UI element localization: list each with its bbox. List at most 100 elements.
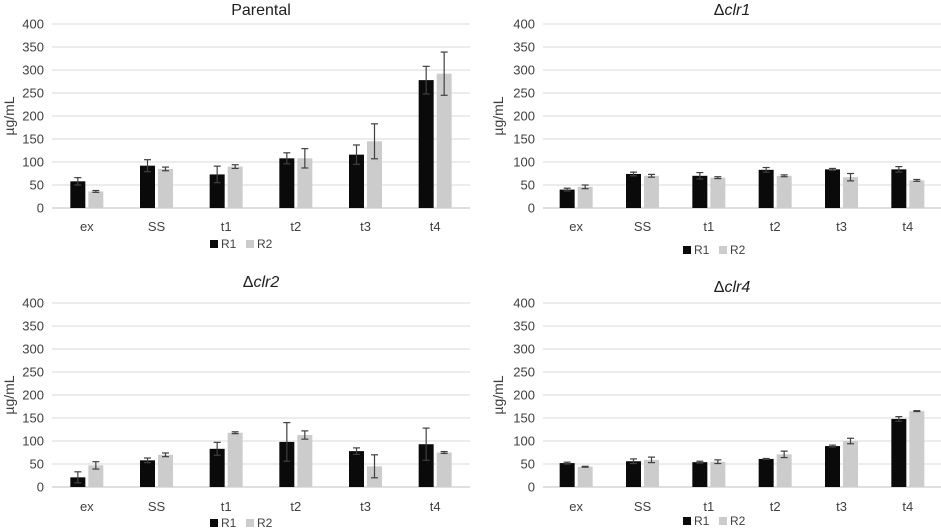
bar-r2-ss: [158, 168, 173, 208]
y-axis-label: µg/mL: [490, 96, 506, 135]
bar-r1-t2: [758, 458, 774, 487]
y-tick-label: 100: [22, 434, 44, 449]
y-tick-label: 250: [22, 86, 44, 101]
bar-r2-t1: [227, 432, 243, 487]
bar-r2-t4: [436, 452, 452, 487]
bar-r1-ex: [70, 181, 86, 208]
chart-panel-2: 0 50 100 150 200 250 300 350 400 µg/mL Δclr1 ex SS t1…: [490, 2, 941, 257]
y-tick-label: 0: [37, 480, 44, 495]
chart-title-text: clr2: [253, 274, 279, 291]
y-axis-label: µg/mL: [1, 96, 17, 135]
legend-label-r1: R1: [221, 516, 237, 530]
x-tick-label: SS: [148, 499, 166, 514]
y-tick-label: 0: [37, 201, 44, 216]
x-tick-label: t3: [360, 219, 371, 234]
y-tick-label: 300: [22, 342, 44, 357]
legend-label-r2: R2: [257, 516, 273, 530]
bar-r2-ss: [644, 175, 659, 208]
x-tick-label: t2: [770, 499, 781, 514]
bar-r2-ex: [88, 191, 104, 208]
legend: R1 R2: [210, 516, 273, 530]
x-tick-label: t1: [221, 219, 232, 234]
x-tick-label: ex: [569, 499, 583, 514]
y-tick-label: 150: [513, 132, 535, 147]
y-tick-label: 200: [513, 388, 535, 403]
bar-r2-t4: [436, 73, 452, 209]
chart-title: Δclr1: [714, 2, 750, 19]
legend-swatch-r1: [210, 240, 218, 248]
bar-r2-t4: [909, 411, 925, 487]
bar-r1-t4: [418, 80, 434, 208]
bar-r1-ss: [626, 173, 641, 208]
y-tick-label: 100: [513, 155, 535, 170]
bar-r1-ss: [140, 165, 155, 208]
bar-r2-ss: [158, 454, 173, 487]
chart-title: Δclr2: [243, 274, 280, 291]
bar-r1-t1: [692, 175, 708, 208]
y-tick-label: 0: [528, 480, 535, 495]
legend: R1 R2: [683, 514, 746, 528]
y-tick-label: 350: [513, 40, 535, 55]
chart-title-prefix: Δ: [714, 279, 725, 296]
y-tick-label: 0: [528, 201, 535, 216]
y-tick-label: 400: [22, 17, 44, 32]
chart-title-text: clr4: [724, 279, 750, 296]
y-axis-label: µg/mL: [1, 375, 17, 414]
chart-title-prefix: Δ: [714, 2, 725, 19]
bar-r2-t1: [710, 461, 726, 487]
legend: R1 R2: [210, 237, 273, 251]
x-tick-label: t3: [836, 499, 847, 514]
x-tick-label: t3: [360, 499, 371, 514]
legend-label-r2: R2: [257, 237, 273, 251]
y-tick-label: 100: [22, 155, 44, 170]
y-tick-label: 250: [513, 86, 535, 101]
x-tick-label: t3: [836, 219, 847, 234]
x-tick-label: t4: [902, 499, 913, 514]
bar-r1-t2: [279, 441, 295, 487]
bar-r1-t1: [209, 174, 225, 208]
x-tick-label: t2: [290, 219, 301, 234]
x-tick-label: SS: [148, 219, 166, 234]
bar-r2-t2: [776, 454, 792, 487]
bar-r2-ss: [644, 459, 659, 487]
bar-r2-t3: [367, 141, 382, 208]
y-tick-label: 200: [513, 109, 535, 124]
x-tick-label: SS: [634, 219, 652, 234]
y-tick-label: 150: [22, 132, 44, 147]
bar-r2-ex: [88, 465, 104, 487]
x-tick-label: ex: [569, 219, 583, 234]
legend-swatch-r2: [246, 240, 254, 248]
y-tick-label: 300: [513, 342, 535, 357]
y-tick-label: 50: [521, 457, 535, 472]
legend-swatch-r1: [683, 517, 691, 525]
y-tick-label: 350: [22, 40, 44, 55]
chart-panel-4: 0 50 100 150 200 250 300 350 400 µg/mL Δclr4 ex SS t1…: [490, 279, 941, 528]
legend-label-r1: R1: [694, 243, 710, 257]
bar-r2-t1: [227, 166, 243, 208]
x-tick-label: t4: [430, 499, 441, 514]
x-tick-label: t1: [703, 499, 714, 514]
bar-r2-t3: [843, 177, 858, 208]
y-tick-label: 300: [513, 63, 535, 78]
chart-title: Δclr4: [714, 279, 751, 296]
bar-r1-t3: [349, 451, 364, 487]
bar-r1-t2: [758, 169, 774, 208]
legend-swatch-r1: [210, 519, 218, 527]
y-tick-label: 200: [22, 388, 44, 403]
y-tick-label: 150: [513, 411, 535, 426]
bar-r1-t2: [279, 158, 295, 208]
bar-r2-t2: [297, 435, 313, 487]
chart-title-text: Parental: [231, 2, 291, 19]
bar-r1-t4: [891, 169, 907, 208]
bar-r1-t1: [209, 448, 225, 487]
bar-r1-ss: [140, 460, 155, 487]
bar-r2-ex: [577, 466, 593, 487]
legend: R1 R2: [683, 243, 746, 257]
y-axis-label: µg/mL: [490, 375, 506, 414]
y-tick-label: 250: [22, 365, 44, 380]
y-tick-label: 200: [22, 109, 44, 124]
x-tick-label: t4: [902, 219, 913, 234]
x-tick-label: t4: [430, 219, 441, 234]
y-tick-label: 350: [513, 319, 535, 334]
